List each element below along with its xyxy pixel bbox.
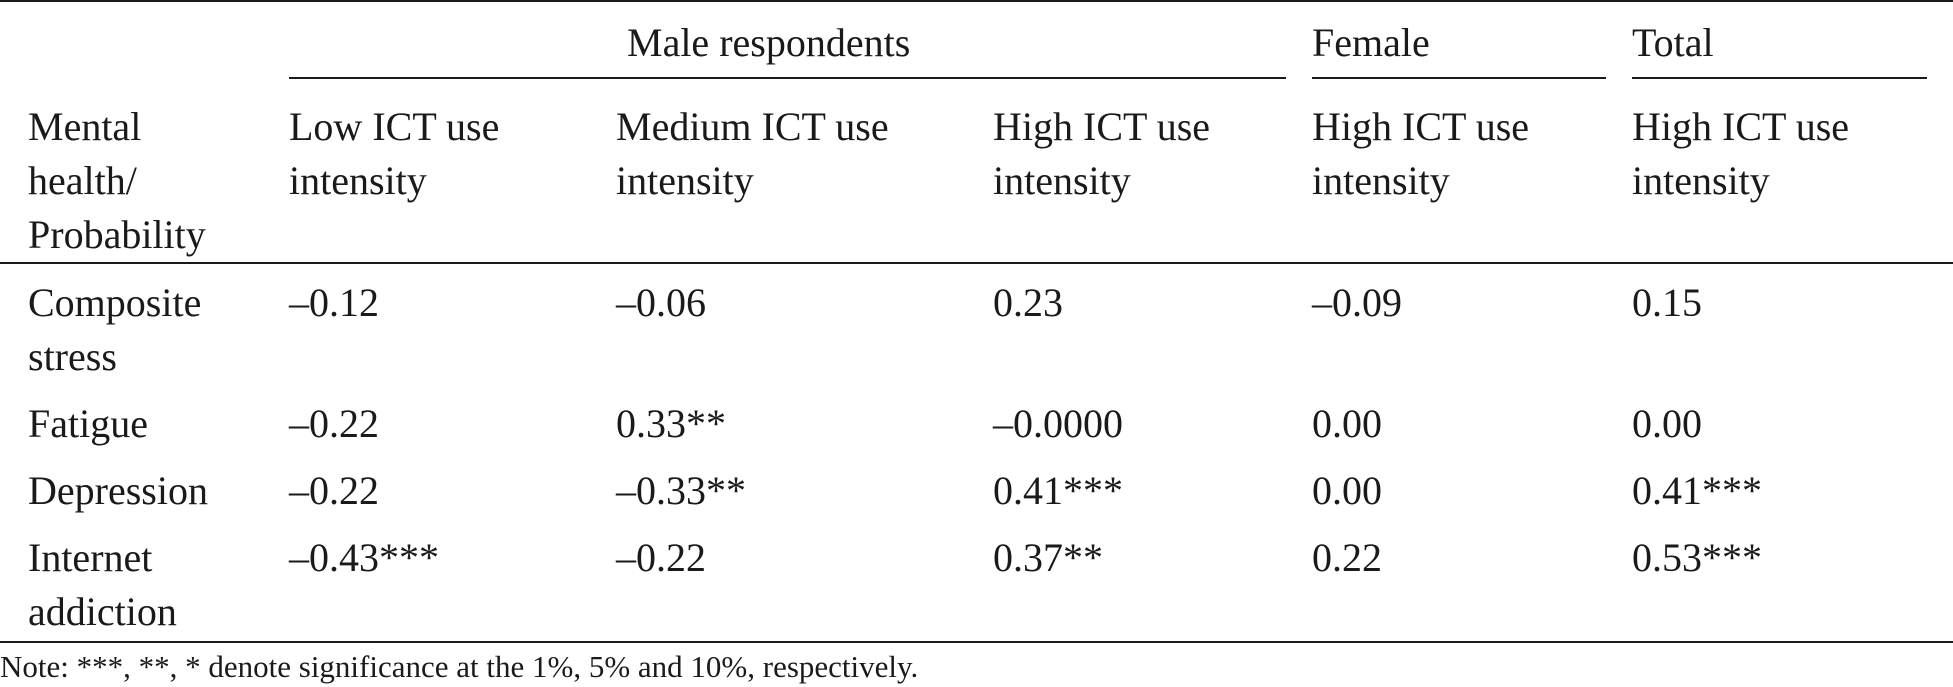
cell-composite-stress-male-high: 0.23 — [993, 280, 1063, 325]
cell-composite-stress-male-low: –0.12 — [289, 280, 379, 325]
column-header-male-high: High ICT use intensity — [993, 104, 1211, 203]
top-rule — [0, 0, 1953, 2]
cell-depression-total-high: 0.41*** — [1632, 468, 1762, 513]
group-header-male: Male respondents — [627, 20, 911, 65]
group-header-female: Female — [1312, 20, 1430, 65]
cell-depression-male-high: 0.41*** — [993, 468, 1123, 513]
cell-internet-addiction-male-low: –0.43*** — [289, 535, 439, 580]
cell-composite-stress-female-high: –0.09 — [1312, 280, 1402, 325]
column-header-female-high: High ICT use intensity — [1312, 104, 1530, 203]
cell-depression-male-low: –0.22 — [289, 468, 379, 513]
header-bottom-rule — [0, 262, 1953, 264]
table-note: Note: ***, **, * denote significance at … — [0, 649, 919, 684]
cell-fatigue-male-high: –0.0000 — [993, 401, 1123, 446]
cell-composite-stress-male-medium: –0.06 — [616, 280, 706, 325]
cell-fatigue-female-high: 0.00 — [1312, 401, 1382, 446]
cell-internet-addiction-male-medium: –0.22 — [616, 535, 706, 580]
cell-fatigue-male-low: –0.22 — [289, 401, 379, 446]
cell-fatigue-male-medium: 0.33** — [616, 401, 726, 446]
row-label-fatigue: Fatigue — [28, 401, 148, 446]
cell-internet-addiction-total-high: 0.53*** — [1632, 535, 1762, 580]
cell-internet-addiction-male-high: 0.37** — [993, 535, 1103, 580]
row-header-label: Mental health/ Probability — [28, 104, 206, 257]
row-label-depression: Depression — [28, 468, 208, 513]
row-label-internet-addiction: Internet addiction — [28, 535, 177, 634]
cell-depression-female-high: 0.00 — [1312, 468, 1382, 513]
male-group-underline — [289, 77, 1286, 79]
cell-fatigue-total-high: 0.00 — [1632, 401, 1702, 446]
cell-internet-addiction-female-high: 0.22 — [1312, 535, 1382, 580]
total-group-underline — [1632, 77, 1927, 79]
row-label-composite-stress: Composite stress — [28, 280, 202, 379]
table-bottom-rule — [0, 641, 1953, 643]
group-header-total: Total — [1632, 20, 1714, 65]
cell-depression-male-medium: –0.33** — [616, 468, 746, 513]
column-header-total-high: High ICT use intensity — [1632, 104, 1850, 203]
column-header-male-low: Low ICT use intensity — [289, 104, 500, 203]
column-header-male-medium: Medium ICT use intensity — [616, 104, 889, 203]
female-group-underline — [1312, 77, 1606, 79]
cell-composite-stress-total-high: 0.15 — [1632, 280, 1702, 325]
